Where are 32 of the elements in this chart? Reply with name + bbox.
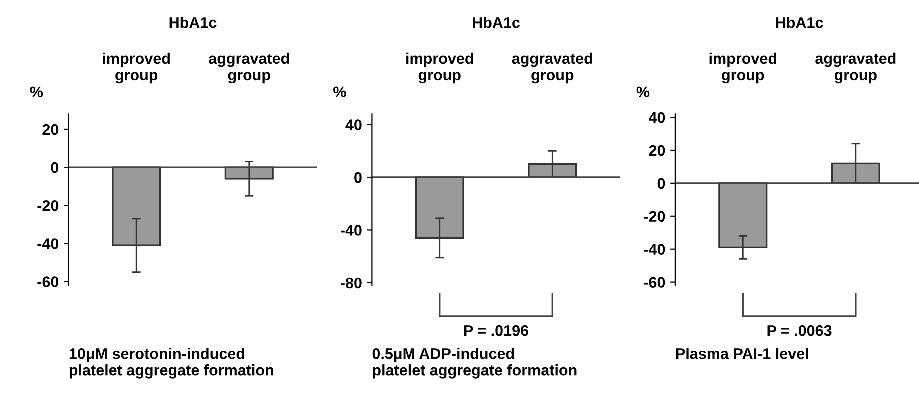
text: P = .0063: [768, 325, 832, 336]
y-axis-title: %: [636, 86, 650, 98]
chart-title: HbA1c: [170, 17, 217, 28]
y-axis-title: %: [30, 86, 44, 98]
y-tick-label: 0: [658, 178, 666, 190]
y-tick-label: 40: [648, 112, 666, 124]
x-tick-label: improved group: [710, 52, 777, 84]
x-axis-title: Plasma PAI-1 level: [676, 348, 808, 360]
x-tick-label: improved group: [103, 52, 170, 84]
x-tick-label: aggravated group: [816, 52, 896, 84]
y-tick-label: 20: [42, 124, 59, 136]
y-tick-label: -20: [38, 200, 59, 212]
x-axis-title: 0.5μM ADP-induced platelet aggregate formation: [372, 348, 577, 379]
y-tick-label: -60: [38, 276, 59, 288]
chart-title: HbA1c: [776, 17, 824, 28]
y-tick-label: -20: [644, 211, 666, 222]
y-tick-label: -80: [340, 278, 362, 289]
y-tick-label: 0: [354, 172, 362, 184]
y-tick-label: -40: [38, 238, 59, 250]
text: P = .0196: [464, 325, 528, 336]
x-tick-label: aggravated group: [209, 52, 290, 84]
y-tick-label: 40: [346, 120, 362, 130]
x-tick-label: aggravated group: [512, 52, 592, 84]
x-tick-label: improved group: [406, 52, 474, 84]
chart-title: HbA1c: [473, 17, 520, 28]
y-axis-title: %: [334, 86, 346, 98]
y-tick-label: -40: [644, 244, 666, 256]
y-tick-label: 0: [51, 162, 59, 174]
x-axis-title: 10μM serotonin-induced platelet aggregate formation: [70, 348, 274, 379]
y-tick-label: 20: [649, 145, 666, 156]
y-tick-label: -60: [644, 277, 666, 288]
y-tick-label: -40: [340, 225, 362, 236]
